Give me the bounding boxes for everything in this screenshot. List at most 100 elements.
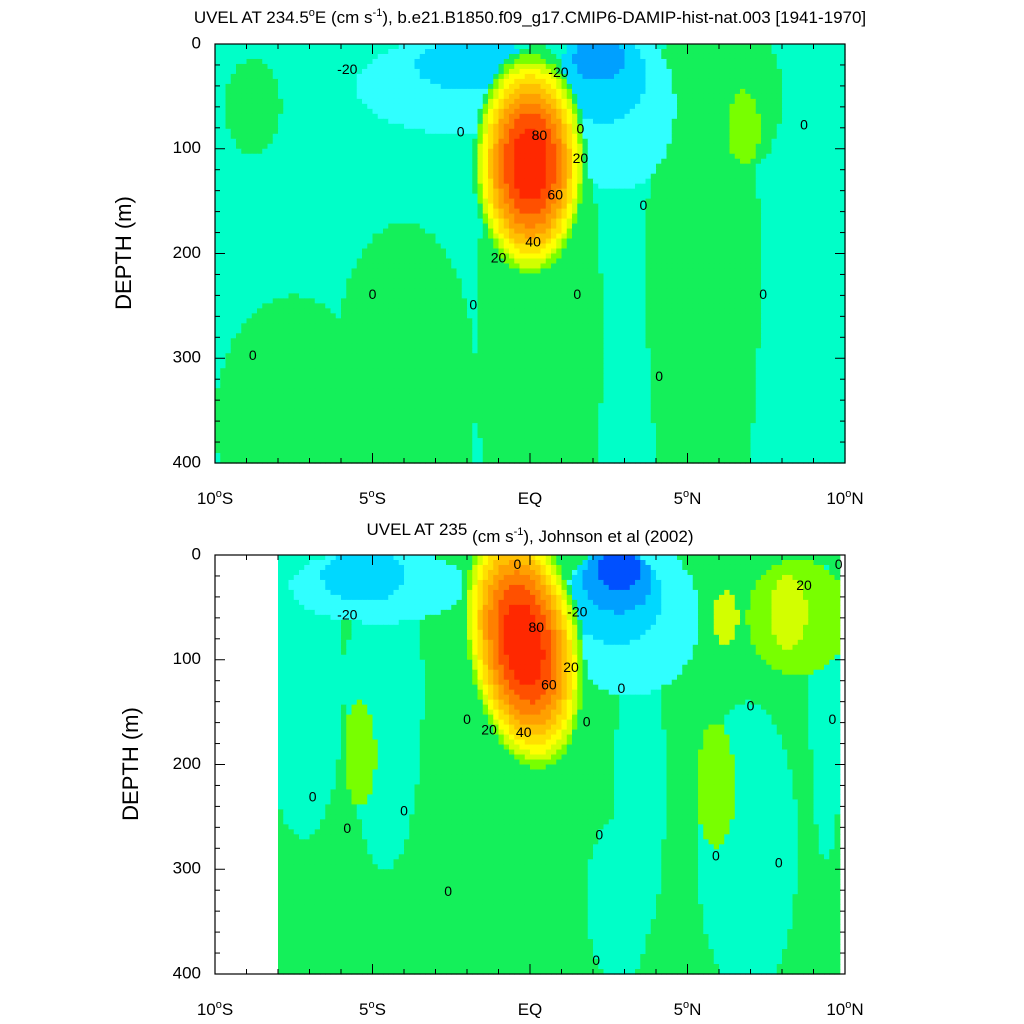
- contour-cell: [215, 114, 221, 120]
- contour-cell: [709, 219, 715, 225]
- contour-cell: [693, 164, 699, 170]
- contour-cell: [835, 64, 841, 70]
- contour-cell: [835, 224, 841, 230]
- contour-cell: [441, 194, 447, 200]
- contour-cell: [651, 134, 657, 140]
- contour-cell: [551, 244, 557, 250]
- contour-cell: [420, 229, 426, 235]
- contour-cell: [724, 79, 730, 85]
- contour-cell: [808, 169, 814, 175]
- contour-cell: [808, 69, 814, 75]
- contour-cell: [352, 219, 358, 225]
- contour-cell: [562, 104, 568, 110]
- contour-cell: [740, 164, 746, 170]
- contour-cell: [325, 179, 331, 185]
- contour-cell: [703, 209, 709, 215]
- contour-cell: [457, 149, 463, 155]
- contour-cell: [782, 224, 788, 230]
- contour-cell: [247, 104, 253, 110]
- contour-cell: [525, 119, 531, 125]
- contour-cell: [635, 69, 641, 75]
- contour-cell: [488, 54, 494, 60]
- contour-cell: [567, 189, 573, 195]
- contour-cell: [394, 79, 400, 85]
- contour-cell: [656, 219, 662, 225]
- contour-cell: [341, 44, 347, 50]
- contour-cell: [782, 174, 788, 180]
- contour-cell: [247, 169, 253, 175]
- contour-cell: [593, 109, 599, 115]
- contour-cell: [604, 184, 610, 190]
- contour-cell: [824, 204, 830, 210]
- contour-cell: [630, 59, 636, 65]
- contour-cell: [682, 79, 688, 85]
- contour-cell: [378, 134, 384, 140]
- contour-cell: [404, 249, 410, 255]
- contour-cell: [325, 69, 331, 75]
- contour-cell: [226, 89, 232, 95]
- contour-cell: [651, 74, 657, 80]
- contour-cell: [420, 59, 426, 65]
- contour-cell: [415, 109, 421, 115]
- contour-cell: [672, 239, 678, 245]
- contour-cell: [252, 59, 258, 65]
- contour-cell: [593, 159, 599, 165]
- contour-cell: [278, 54, 284, 60]
- contour-cell: [651, 79, 657, 85]
- contour-cell: [394, 189, 400, 195]
- contour-cell: [226, 44, 232, 50]
- contour-cell: [824, 64, 830, 70]
- contour-cell: [325, 74, 331, 80]
- contour-cell: [236, 44, 242, 50]
- contour-cell: [567, 144, 573, 150]
- contour-cell: [462, 84, 468, 90]
- contour-cell: [677, 114, 683, 120]
- contour-cell: [383, 189, 389, 195]
- contour-cell: [241, 49, 247, 55]
- contour-cell: [457, 44, 463, 50]
- contour-cell: [520, 174, 526, 180]
- contour-cell: [336, 54, 342, 60]
- contour-cell: [640, 89, 646, 95]
- contour-cell: [630, 209, 636, 215]
- contour-cell: [609, 224, 615, 230]
- contour-cell: [593, 64, 599, 70]
- contour-cell: [388, 84, 394, 90]
- contour-cell: [635, 79, 641, 85]
- contour-cell: [619, 154, 625, 160]
- contour-cell: [719, 84, 725, 90]
- contour-cell: [436, 199, 442, 205]
- contour-cell: [226, 74, 232, 80]
- contour-cell: [378, 239, 384, 245]
- contour-cell: [467, 64, 473, 70]
- contour-cell: [588, 229, 594, 235]
- contour-cell: [651, 54, 657, 60]
- contour-cell: [709, 229, 715, 235]
- contour-cell: [457, 84, 463, 90]
- contour-cell: [268, 189, 274, 195]
- contour-cell: [772, 59, 778, 65]
- contour-cell: [735, 64, 741, 70]
- contour-cell: [441, 214, 447, 220]
- contour-cell: [341, 144, 347, 150]
- contour-cell: [777, 204, 783, 210]
- contour-cell: [598, 74, 604, 80]
- contour-cell: [268, 79, 274, 85]
- contour-cell: [378, 234, 384, 240]
- contour-cell: [745, 179, 751, 185]
- contour-cell: [283, 129, 289, 135]
- contour-cell: [724, 189, 730, 195]
- contour-cell: [446, 239, 452, 245]
- contour-cell: [614, 59, 620, 65]
- contour-cell: [751, 134, 757, 140]
- contour-cell: [661, 189, 667, 195]
- contour-cell: [730, 164, 736, 170]
- contour-cell: [399, 214, 405, 220]
- contour-cell: [766, 109, 772, 115]
- contour-cell: [357, 139, 363, 145]
- contour-cell: [609, 139, 615, 145]
- contour-cell: [709, 69, 715, 75]
- contour-cell: [751, 229, 757, 235]
- contour-cell: [499, 84, 505, 90]
- contour-cell: [310, 164, 316, 170]
